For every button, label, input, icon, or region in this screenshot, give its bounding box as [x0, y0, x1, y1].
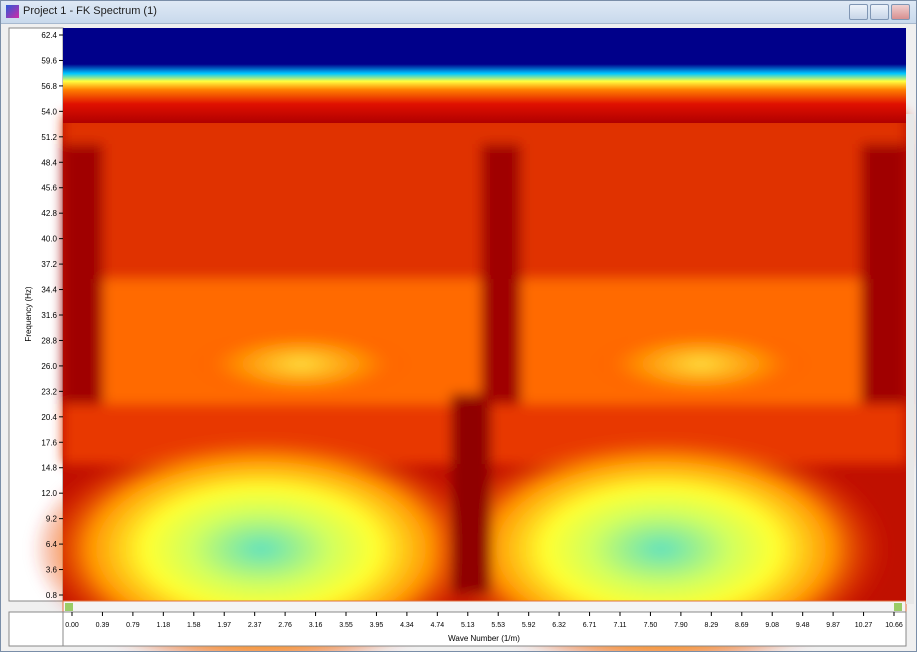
maximize-button[interactable] [870, 4, 889, 20]
spectrum-top-band [63, 28, 906, 123]
x-tick-label: 5.53 [491, 622, 505, 629]
x-tick-label: 9.87 [826, 622, 840, 629]
x-tick-label: 6.32 [552, 622, 566, 629]
x-tick-label: 3.55 [339, 622, 353, 629]
y-tick-label: 62.4 [41, 31, 57, 40]
y-tick-label: 23.2 [41, 387, 57, 396]
x-tick-label: 3.16 [309, 622, 323, 629]
vertical-scrollbar[interactable] [906, 114, 914, 604]
x-tick-label: 9.48 [796, 622, 810, 629]
y-tick-label: 42.8 [41, 209, 57, 218]
x-tick-label: 0.00 [65, 622, 79, 629]
y-tick-label: 51.2 [41, 133, 57, 142]
x-axis-title: Wave Number (1/m) [448, 634, 520, 643]
x-tick-label: 8.29 [705, 622, 719, 629]
y-axis-title: Frequency (Hz) [24, 286, 33, 341]
y-tick-label: 14.8 [41, 464, 57, 473]
y-tick-label: 59.6 [41, 56, 57, 65]
x-tick-label: 0.79 [126, 622, 140, 629]
y-tick-label: 0.8 [46, 591, 58, 600]
app-icon [6, 5, 19, 18]
x-tick-label: 0.39 [96, 622, 110, 629]
x-tick-label: 6.71 [583, 622, 597, 629]
y-tick-label: 37.2 [41, 260, 57, 269]
y-tick-label: 34.4 [41, 286, 57, 295]
y-tick-label: 28.8 [41, 336, 57, 345]
x-tick-label: 1.58 [187, 622, 201, 629]
y-tick-label: 48.4 [41, 158, 57, 167]
window-title: Project 1 - FK Spectrum (1) [23, 5, 157, 17]
y-tick-label: 54.0 [41, 107, 57, 116]
scroll-left-handle[interactable] [65, 603, 73, 611]
horizontal-scrollbar[interactable] [63, 601, 906, 612]
x-tick-label: 9.08 [765, 622, 779, 629]
x-tick-label: 1.18 [157, 622, 171, 629]
y-tick-label: 40.0 [41, 235, 57, 244]
corner-panel [9, 612, 63, 646]
minimize-button[interactable] [849, 4, 868, 20]
x-tick-label: 3.95 [370, 622, 384, 629]
y-tick-label: 26.0 [41, 362, 57, 371]
x-tick-label: 5.92 [522, 622, 536, 629]
x-tick-label: 5.13 [461, 622, 475, 629]
x-tick-label: 2.76 [278, 622, 292, 629]
x-tick-label: 1.97 [217, 622, 231, 629]
y-tick-label: 9.2 [46, 515, 58, 524]
x-tick-label: 2.37 [248, 622, 262, 629]
y-tick-label: 12.0 [41, 489, 57, 498]
x-tick-label: 7.50 [644, 622, 658, 629]
x-tick-label: 10.27 [855, 622, 873, 629]
plot-area: Frequency (Hz) Wave Number (1/m) 62.4 59.… [1, 24, 916, 651]
y-tick-label: 20.4 [41, 413, 57, 422]
y-tick-label: 3.6 [46, 566, 58, 575]
spectrum-texture [31, 114, 906, 651]
y-tick-label: 31.6 [41, 311, 57, 320]
window: Project 1 - FK Spectrum (1) [0, 0, 917, 652]
close-button[interactable] [891, 4, 910, 20]
x-tick-label: 7.90 [674, 622, 688, 629]
title-bar: Project 1 - FK Spectrum (1) [1, 1, 916, 24]
y-tick-label: 45.6 [41, 184, 57, 193]
x-tick-label: 10.66 [885, 622, 903, 629]
y-tick-label: 17.6 [41, 438, 57, 447]
x-tick-label: 4.74 [431, 622, 445, 629]
y-tick-label: 56.8 [41, 82, 57, 91]
y-tick-label: 6.4 [46, 540, 58, 549]
x-tick-label: 7.11 [613, 622, 626, 629]
scroll-right-handle[interactable] [894, 603, 902, 611]
x-tick-label: 8.69 [735, 622, 749, 629]
x-tick-label: 4.34 [400, 622, 414, 629]
